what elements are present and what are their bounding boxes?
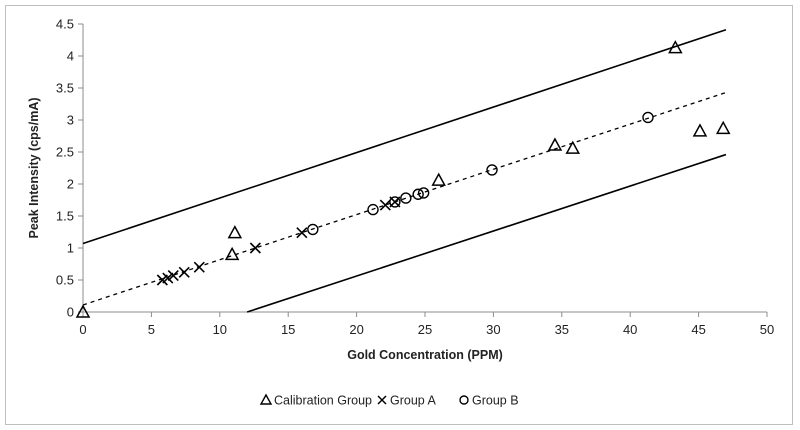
reference-lines: [82, 29, 727, 313]
x-tick-label: 10: [213, 322, 227, 337]
triangle-marker-icon: [224, 246, 240, 261]
lower-bound-line: [246, 153, 727, 313]
y-tick-label: 3: [67, 113, 74, 128]
x-marker-icon: [167, 269, 179, 282]
triangle-marker-icon: [259, 393, 273, 405]
x-tick-label: 35: [555, 322, 569, 337]
x-tick-label: 5: [148, 322, 155, 337]
y-tick-label: 4.5: [56, 17, 74, 32]
x-tick-label: 45: [691, 322, 705, 337]
x-tick-label: 20: [349, 322, 363, 337]
x-marker-icon: [296, 227, 308, 239]
circle-marker-icon: [367, 203, 379, 216]
x-tick-label: 25: [418, 322, 432, 337]
circle-marker-icon: [412, 188, 424, 200]
circle-marker-icon: [400, 192, 412, 204]
legend-item: Group A: [377, 394, 437, 408]
circle-marker-icon: [307, 223, 319, 236]
x-marker-icon: [193, 261, 205, 273]
triangle-marker-icon: [668, 40, 683, 54]
y-tick-label: 4: [67, 49, 74, 64]
triangle-marker-icon: [547, 137, 563, 151]
circle-marker-icon: [459, 395, 469, 405]
x-axis-title: Gold Concentration (PPM): [347, 348, 503, 362]
x-marker-icon: [379, 199, 391, 211]
triangle-marker-icon: [227, 225, 243, 239]
x-marker-icon: [178, 266, 190, 278]
y-tick-label: 3.5: [56, 81, 74, 96]
x-marker-icon: [249, 242, 261, 254]
legend: Calibration Group Group A Group B: [259, 393, 519, 408]
data-points: [75, 40, 731, 318]
series-group-a: [156, 196, 401, 286]
x-tick-label: 40: [623, 322, 637, 337]
x-tick-label: 0: [79, 322, 86, 337]
calibration-fit-line: [82, 91, 727, 306]
triangle-marker-icon: [692, 123, 708, 137]
circle-marker-icon: [389, 196, 401, 208]
axes: 0 5 10 15 20 25 30 35 40 45 50 0 0.5 1 1.5 2 2.5 3 3.5 4 4.5: [56, 17, 774, 338]
legend-label: Group A: [390, 394, 437, 408]
x-marker-icon: [162, 272, 174, 284]
x-tick-label: 30: [486, 322, 500, 337]
legend-label: Group B: [472, 394, 519, 408]
y-tick-label: 2.5: [56, 145, 74, 160]
y-tick-label: 0.5: [56, 273, 74, 288]
x-marker-icon: [377, 395, 387, 405]
legend-item: Group B: [459, 394, 519, 408]
circle-marker-icon: [642, 111, 654, 124]
legend-item: Calibration Group: [259, 393, 372, 408]
triangle-marker-icon: [431, 172, 446, 186]
y-tick-label: 1: [67, 241, 74, 256]
y-tick-label: 1.5: [56, 209, 74, 224]
x-tick-label: 15: [281, 322, 295, 337]
chart-frame: [5, 5, 793, 425]
triangle-marker-icon: [715, 120, 731, 135]
legend-label: Calibration Group: [274, 394, 372, 408]
series-calibration-group: [75, 40, 731, 318]
y-tick-label: 2: [67, 177, 74, 192]
upper-bound-line: [82, 29, 727, 245]
x-tick-label: 50: [760, 322, 774, 337]
y-axis-title: Peak Intensity (cps/mA): [27, 97, 41, 238]
triangle-marker-icon: [75, 304, 91, 318]
circle-marker-icon: [486, 164, 498, 176]
series-group-b: [307, 111, 654, 236]
circle-marker-icon: [417, 187, 430, 199]
triangle-marker-icon: [565, 140, 581, 154]
y-tick-label: 0: [67, 305, 74, 320]
